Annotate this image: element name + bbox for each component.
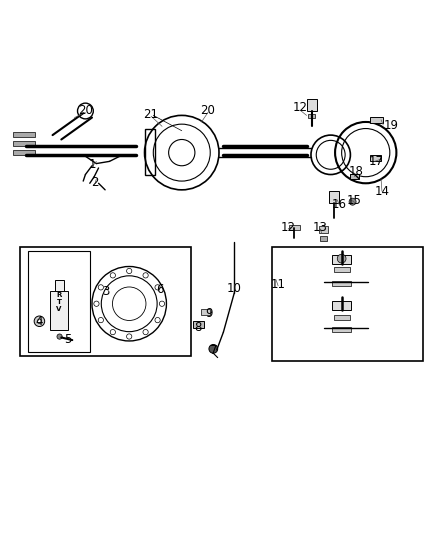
- Text: 9: 9: [205, 308, 213, 320]
- Text: 20: 20: [78, 103, 93, 117]
- Circle shape: [337, 254, 346, 263]
- Text: 3: 3: [102, 285, 110, 298]
- Bar: [334, 266, 350, 272]
- Text: 7: 7: [209, 344, 217, 357]
- Text: 8: 8: [194, 321, 201, 334]
- Bar: [13, 132, 35, 138]
- Circle shape: [110, 273, 116, 278]
- Circle shape: [34, 316, 45, 327]
- Bar: [28, 251, 90, 352]
- Text: 6: 6: [156, 283, 164, 296]
- Circle shape: [110, 329, 116, 335]
- Bar: [20, 247, 191, 356]
- Bar: [308, 114, 315, 118]
- Bar: [289, 225, 300, 230]
- Bar: [332, 281, 351, 286]
- Text: 12: 12: [281, 221, 296, 235]
- Bar: [350, 174, 359, 179]
- Circle shape: [143, 329, 148, 335]
- Circle shape: [127, 334, 132, 339]
- Bar: [319, 226, 328, 233]
- Circle shape: [94, 301, 99, 306]
- Bar: [272, 247, 423, 361]
- Bar: [334, 314, 350, 320]
- Text: 5: 5: [64, 333, 71, 346]
- Bar: [332, 301, 351, 310]
- Circle shape: [57, 334, 62, 339]
- Circle shape: [127, 268, 132, 273]
- Circle shape: [98, 285, 103, 290]
- Bar: [193, 321, 204, 328]
- Bar: [332, 255, 351, 264]
- Bar: [307, 99, 317, 111]
- Bar: [50, 290, 68, 330]
- Text: 21: 21: [144, 108, 159, 120]
- Bar: [145, 128, 155, 174]
- Text: 19: 19: [384, 118, 399, 132]
- Text: 10: 10: [227, 282, 242, 295]
- Text: R
T
V: R T V: [57, 292, 62, 312]
- Text: 14: 14: [374, 184, 389, 198]
- Bar: [201, 310, 210, 314]
- Circle shape: [155, 318, 160, 323]
- Circle shape: [349, 198, 356, 205]
- Text: 2: 2: [91, 176, 99, 189]
- Text: 4: 4: [35, 315, 43, 328]
- Bar: [332, 327, 351, 332]
- Bar: [13, 141, 35, 146]
- Circle shape: [155, 285, 160, 290]
- Circle shape: [209, 344, 218, 353]
- Bar: [370, 155, 381, 161]
- Circle shape: [37, 319, 42, 324]
- Text: 15: 15: [346, 195, 361, 207]
- Bar: [370, 117, 383, 123]
- Bar: [13, 150, 35, 155]
- Circle shape: [159, 301, 165, 306]
- Text: 13: 13: [313, 221, 328, 235]
- Text: 1: 1: [89, 158, 97, 171]
- Bar: [55, 280, 64, 290]
- Text: 16: 16: [332, 198, 347, 211]
- Circle shape: [143, 273, 148, 278]
- Bar: [328, 191, 339, 203]
- Text: 20: 20: [201, 103, 215, 117]
- Bar: [320, 236, 327, 241]
- Text: 11: 11: [271, 278, 286, 292]
- Circle shape: [98, 318, 103, 323]
- Text: 17: 17: [368, 155, 383, 168]
- Text: 18: 18: [348, 165, 363, 179]
- Text: 12: 12: [293, 101, 307, 115]
